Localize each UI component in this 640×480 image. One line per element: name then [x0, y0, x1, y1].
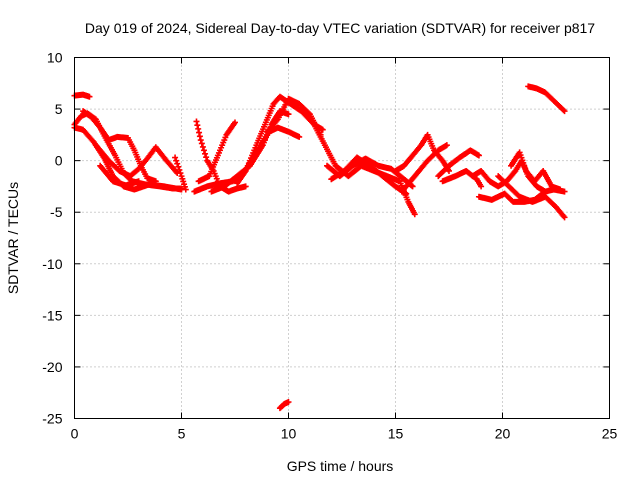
x-tick-label: 5	[178, 426, 186, 442]
y-tick-label: -20	[42, 359, 62, 375]
y-tick-label: -25	[42, 411, 62, 427]
data-point-markers	[80, 108, 159, 185]
data-point-markers	[525, 83, 568, 115]
sat-track-r	[398, 142, 450, 195]
data-point-markers	[508, 149, 564, 193]
data-point-markers	[195, 119, 238, 185]
x-tick-label: 20	[495, 426, 511, 442]
data-points	[71, 83, 568, 412]
sat-track-p	[328, 154, 410, 197]
sat-track-e	[92, 142, 181, 180]
grid-lines	[74, 57, 610, 419]
y-tick-label: -15	[42, 307, 62, 323]
sat-track-x	[508, 149, 564, 193]
axis-ticks: 0 5 10 15 20 25 -25 -20 -15 -10 -5 0 5 10	[42, 50, 617, 442]
y-tick-label: -5	[50, 204, 63, 220]
data-point-markers	[435, 147, 482, 180]
y-tick-label: 0	[55, 153, 63, 169]
y-tick-label: 10	[47, 50, 63, 66]
sat-track-z	[276, 398, 292, 412]
x-tick-label: 0	[71, 426, 79, 442]
x-tick-label: 10	[281, 426, 297, 442]
sat-track-j	[195, 119, 238, 185]
sat-track-s	[435, 147, 482, 180]
data-point-markers	[398, 142, 450, 195]
x-tick-label: 15	[388, 426, 404, 442]
data-point-markers	[328, 154, 410, 197]
x-axis-title: GPS time / hours	[287, 458, 394, 474]
y-tick-label: -10	[42, 256, 62, 272]
data-point-markers	[276, 398, 292, 412]
data-point-markers	[495, 173, 568, 221]
sat-track-g	[172, 154, 189, 193]
y-tick-label: 5	[55, 101, 63, 117]
plot-frame	[74, 57, 610, 419]
data-point-markers	[92, 142, 181, 180]
chart-title: Day 019 of 2024, Sidereal Day-to-day VTE…	[85, 20, 595, 36]
sat-track-y	[525, 83, 568, 115]
y-axis-title: SDTVAR / TECUs	[5, 182, 21, 294]
sat-track-w	[495, 173, 568, 221]
data-point-markers	[172, 154, 189, 193]
sat-track-f	[97, 162, 142, 189]
sat-track-d	[80, 108, 159, 185]
x-tick-label: 25	[602, 426, 618, 442]
data-point-markers	[97, 162, 142, 189]
